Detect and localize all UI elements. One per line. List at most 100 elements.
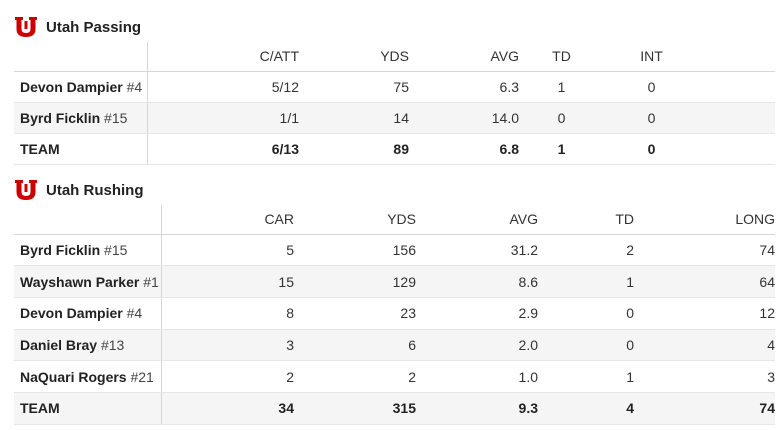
stat-cell: 2 [294,360,416,393]
player-number: #15 [104,109,128,126]
stat-cell: 129 [294,265,416,298]
player-number: #4 [126,78,143,95]
passing-section-title: Utah Passing [14,14,141,40]
stat-cell: 4 [634,329,775,362]
player-number: #15 [104,241,128,258]
player-name: Wayshawn Parker [20,273,140,290]
column-header-yds: YDS [294,205,416,235]
column-header-avg: AVG [416,205,538,235]
stat-cell: 31.2 [416,234,538,267]
stat-cell: 2.0 [416,329,538,362]
player-cell: NaQuari Rogers #21 [14,360,162,393]
stat-cell: 3 [161,329,294,362]
player-number: #1 [143,273,159,290]
rushing-table: CAR YDS AVG TD LONG Byrd Ficklin #15 5 1… [14,205,775,425]
stat-cell: 8 [161,297,294,330]
player-name: Devon Dampier [20,305,123,322]
team-stat-cell: 6/13 [147,133,299,165]
stat-cell: 23 [294,297,416,330]
player-number: #4 [126,305,143,322]
stat-cell: 0 [604,102,699,134]
column-header-td: TD [538,205,634,235]
stat-cell: 1 [519,71,604,103]
table-row: NaQuari Rogers #21 2 2 1.0 1 3 [14,360,775,393]
section-title-text: Utah Rushing [46,181,144,199]
table-row: Devon Dampier #4 8 23 2.9 0 12 [14,297,775,330]
team-stat-cell: 34 [161,392,294,425]
player-number: #21 [130,368,154,385]
stat-cell: 74 [634,234,775,267]
section-title-text: Utah Passing [46,18,142,36]
table-row: Daniel Bray #13 3 6 2.0 0 4 [14,329,775,362]
stat-cell: 1 [538,360,634,393]
stat-cell: 12 [634,297,775,330]
player-column-header [14,205,162,235]
player-name: Devon Dampier [20,78,123,95]
rushing-section-title: Utah Rushing [14,177,144,203]
column-header-avg: AVG [409,42,519,72]
stat-cell: 6 [294,329,416,362]
player-cell: Byrd Ficklin #15 [14,102,148,134]
stat-cell: 5/12 [147,71,299,103]
stat-cell: 8.6 [416,265,538,298]
stat-cell: 75 [299,71,409,103]
player-number: #13 [100,336,125,353]
column-header-long: LONG [634,205,775,235]
stat-cell: 64 [634,265,775,298]
player-name: NaQuari Rogers [20,368,127,385]
filler-cell [699,133,775,165]
header-row: CAR YDS AVG TD LONG [14,205,775,235]
team-stat-cell: 315 [294,392,416,425]
stat-cell: 2 [161,360,294,393]
filler-cell [699,71,775,103]
team-stat-cell: 6.8 [409,133,519,165]
stat-cell: 156 [294,234,416,267]
team-stat-cell: 1 [519,133,604,165]
stat-cell: 0 [519,102,604,134]
stat-cell: 0 [604,71,699,103]
team-stat-cell: 0 [604,133,699,165]
table-row: Byrd Ficklin #15 1/1 14 14.0 0 0 [14,102,775,134]
player-cell: Devon Dampier #4 [14,71,148,103]
filler-cell [699,102,775,134]
player-cell: Daniel Bray #13 [14,329,162,362]
team-total-row: TEAM 6/13 89 6.8 1 0 [14,133,775,165]
stat-cell: 14 [299,102,409,134]
team-stat-cell: 4 [538,392,634,425]
column-header-td: TD [519,42,604,72]
column-header-car: CAR [161,205,294,235]
filler-cell [699,42,775,72]
player-column-header [14,42,148,72]
column-header-int: INT [604,42,699,72]
stat-cell: 14.0 [409,102,519,134]
stat-cell: 0 [538,297,634,330]
utah-logo-icon [14,179,38,201]
stat-cell: 1/1 [147,102,299,134]
stat-cell: 2 [538,234,634,267]
stat-cell: 6.3 [409,71,519,103]
team-stat-cell: 89 [299,133,409,165]
header-row: C/ATT YDS AVG TD INT [14,42,775,72]
stat-cell: 2.9 [416,297,538,330]
stat-cell: 15 [161,265,294,298]
utah-logo-icon [14,16,38,38]
team-stat-cell: 74 [634,392,775,425]
stat-cell: 1 [538,265,634,298]
table-row: Wayshawn Parker #1 15 129 8.6 1 64 [14,265,775,298]
table-row: Devon Dampier #4 5/12 75 6.3 1 0 [14,71,775,103]
player-cell: Byrd Ficklin #15 [14,234,162,267]
passing-table: C/ATT YDS AVG TD INT Devon Dampier #4 5/… [14,42,775,165]
team-label: TEAM [14,133,148,165]
player-cell: Wayshawn Parker #1 [14,265,162,298]
team-stat-cell: 9.3 [416,392,538,425]
column-header-catt: C/ATT [147,42,299,72]
stat-cell: 3 [634,360,775,393]
table-row: Byrd Ficklin #15 5 156 31.2 2 74 [14,234,775,267]
player-name: Byrd Ficklin [20,241,101,258]
stat-cell: 5 [161,234,294,267]
team-label: TEAM [14,392,162,425]
player-cell: Devon Dampier #4 [14,297,162,330]
team-total-row: TEAM 34 315 9.3 4 74 [14,392,775,425]
stat-cell: 1.0 [416,360,538,393]
stat-cell: 0 [538,329,634,362]
